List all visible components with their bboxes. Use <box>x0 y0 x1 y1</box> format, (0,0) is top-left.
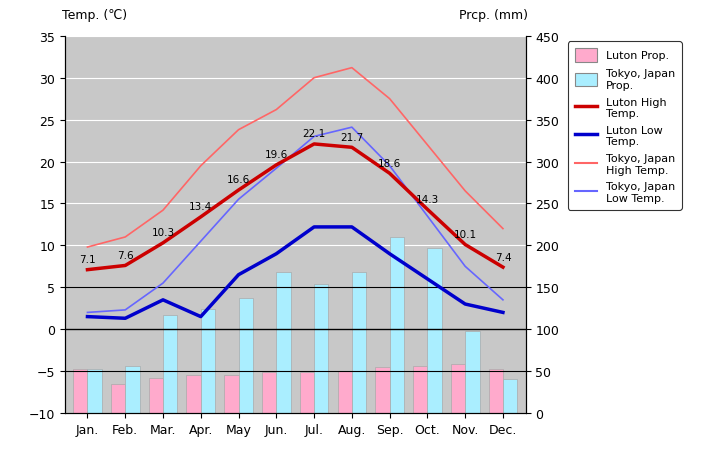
Text: 22.1: 22.1 <box>302 129 325 139</box>
Bar <box>489 369 503 413</box>
Text: 19.6: 19.6 <box>265 150 288 160</box>
Bar <box>428 248 442 413</box>
Bar <box>276 273 291 413</box>
Bar <box>338 371 352 413</box>
Bar <box>111 384 125 413</box>
Bar <box>186 375 201 413</box>
Bar <box>262 372 276 413</box>
Bar <box>390 237 404 413</box>
Text: 21.7: 21.7 <box>341 133 364 142</box>
Bar <box>201 309 215 413</box>
Text: 7.1: 7.1 <box>79 255 96 264</box>
Text: 7.6: 7.6 <box>117 250 133 260</box>
Bar <box>375 367 390 413</box>
Legend: Luton Prop., Tokyo, Japan
Prop., Luton High
Temp., Luton Low
Temp., Tokyo, Japan: Luton Prop., Tokyo, Japan Prop., Luton H… <box>568 42 682 210</box>
Text: Temp. (℃): Temp. (℃) <box>63 9 127 22</box>
Text: 13.4: 13.4 <box>189 202 212 212</box>
Bar <box>87 369 102 413</box>
Bar <box>503 380 517 413</box>
Bar <box>148 378 163 413</box>
Text: 16.6: 16.6 <box>227 175 250 185</box>
Bar <box>163 315 177 413</box>
Bar <box>413 366 428 413</box>
Text: Prcp. (mm): Prcp. (mm) <box>459 9 528 22</box>
Bar <box>314 284 328 413</box>
Text: 7.4: 7.4 <box>495 252 511 262</box>
Text: 10.3: 10.3 <box>151 228 174 238</box>
Text: 10.1: 10.1 <box>454 230 477 240</box>
Text: 18.6: 18.6 <box>378 158 401 168</box>
Bar <box>224 375 238 413</box>
Bar <box>451 364 465 413</box>
Bar <box>238 298 253 413</box>
Bar <box>125 366 140 413</box>
Text: 14.3: 14.3 <box>415 194 439 204</box>
Bar <box>300 372 314 413</box>
Bar <box>465 331 480 413</box>
Bar <box>352 273 366 413</box>
Bar <box>73 369 87 413</box>
